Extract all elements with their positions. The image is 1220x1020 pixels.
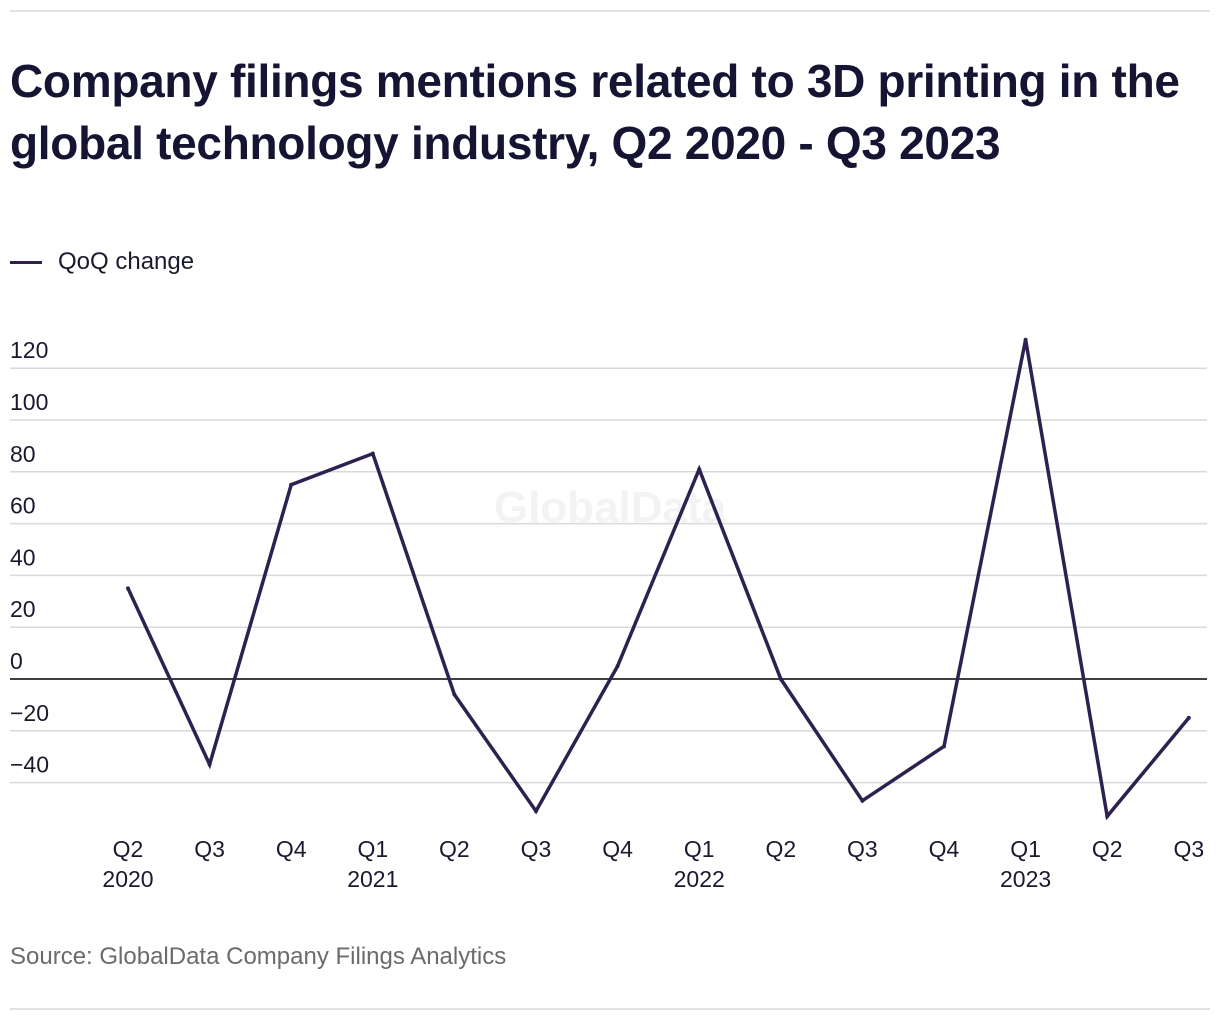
y-tick-label: 0 bbox=[10, 648, 23, 674]
y-tick-label: 20 bbox=[10, 596, 36, 622]
y-axis-tick-labels: 120 100 80 60 40 20 0 −20 −40 bbox=[10, 337, 49, 777]
x-tick-label: Q4 bbox=[929, 836, 960, 862]
data-point bbox=[778, 677, 783, 681]
data-point bbox=[615, 664, 620, 669]
x-tick-label: Q1 bbox=[1010, 836, 1041, 862]
x-tick-label: Q4 bbox=[602, 836, 633, 862]
data-point bbox=[942, 744, 946, 749]
x-tick-year-label: 2022 bbox=[674, 866, 725, 892]
y-tick-label: 100 bbox=[10, 389, 48, 415]
data-points bbox=[126, 337, 1191, 819]
x-tick-label: Q3 bbox=[1173, 836, 1204, 862]
legend: QoQ change bbox=[10, 247, 194, 277]
legend-label: QoQ change bbox=[58, 248, 195, 275]
x-tick-label: Q1 bbox=[684, 836, 715, 862]
x-tick-year-label: 2021 bbox=[347, 866, 398, 892]
data-point bbox=[1105, 814, 1110, 819]
y-tick-label: 60 bbox=[10, 493, 36, 519]
legend-line-swatch bbox=[10, 260, 42, 264]
y-tick-label: 40 bbox=[10, 544, 36, 570]
x-tick-label: Q2 bbox=[113, 836, 144, 862]
data-point bbox=[370, 451, 375, 456]
data-point bbox=[697, 467, 702, 472]
y-tick-label: −40 bbox=[10, 752, 49, 778]
data-point bbox=[534, 809, 538, 814]
data-point bbox=[289, 482, 294, 487]
x-tick-label: Q2 bbox=[1092, 836, 1123, 862]
x-tick-year-label: 2023 bbox=[1000, 866, 1051, 892]
series-qoq-change bbox=[126, 339, 1191, 821]
x-tick-label: Q3 bbox=[847, 836, 878, 862]
x-tick-label: Q2 bbox=[765, 836, 796, 862]
data-point bbox=[207, 762, 212, 767]
y-tick-label: 120 bbox=[10, 337, 48, 363]
y-tick-label: 80 bbox=[10, 441, 36, 467]
x-tick-label: Q3 bbox=[521, 836, 552, 862]
series-line bbox=[126, 339, 1191, 821]
x-tick-label: Q1 bbox=[357, 836, 388, 862]
y-tick-label: −20 bbox=[10, 700, 49, 726]
data-point bbox=[860, 798, 865, 803]
x-axis-tick-labels: Q2 2020 Q3 Q4 Q1 2021 Q2 Q3 Q4 Q1 2022 Q2 Q3 Q4 Q1 2023… bbox=[102, 836, 1204, 892]
x-tick-label: Q3 bbox=[194, 836, 225, 862]
data-point bbox=[452, 692, 457, 697]
source-note: Source: GlobalData Company Filings Analy… bbox=[10, 943, 507, 970]
x-tick-label: Q4 bbox=[276, 836, 307, 862]
data-point bbox=[126, 586, 130, 591]
bottom-rule bbox=[10, 1008, 1210, 1010]
chart-title: Company filings mentions related to 3D p… bbox=[10, 55, 1180, 169]
x-tick-label: Q2 bbox=[439, 836, 470, 862]
top-rule bbox=[10, 10, 1210, 12]
gridlines bbox=[10, 367, 1207, 784]
x-tick-year-label: 2020 bbox=[102, 866, 153, 892]
data-point bbox=[1186, 715, 1191, 720]
data-point bbox=[1023, 337, 1028, 342]
